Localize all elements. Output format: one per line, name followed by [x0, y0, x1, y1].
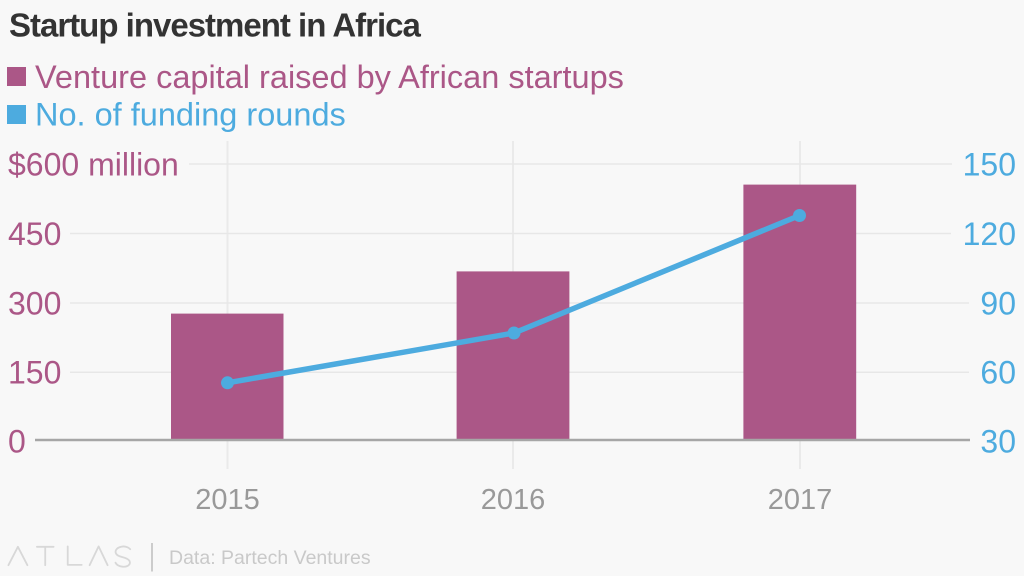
svg-text:90: 90 — [980, 286, 1016, 322]
svg-text:30: 30 — [980, 424, 1016, 460]
svg-text:Venture capital raised by Afri: Venture capital raised by African startu… — [35, 59, 624, 95]
svg-text:2015: 2015 — [195, 484, 260, 516]
svg-text:300: 300 — [8, 286, 61, 322]
svg-text:2017: 2017 — [768, 484, 833, 516]
svg-text:60: 60 — [980, 355, 1016, 391]
svg-text:Startup investment in Africa: Startup investment in Africa — [9, 7, 422, 44]
svg-text:120: 120 — [963, 216, 1016, 252]
svg-text:No. of funding rounds: No. of funding rounds — [35, 97, 346, 133]
svg-text:0: 0 — [8, 424, 26, 460]
svg-text:$600 million: $600 million — [8, 147, 179, 183]
svg-text:2016: 2016 — [481, 484, 546, 516]
svg-text:450: 450 — [8, 216, 61, 252]
svg-text:Data: Partech Ventures: Data: Partech Ventures — [169, 547, 371, 569]
svg-text:150: 150 — [963, 147, 1016, 183]
svg-text:150: 150 — [8, 355, 61, 391]
